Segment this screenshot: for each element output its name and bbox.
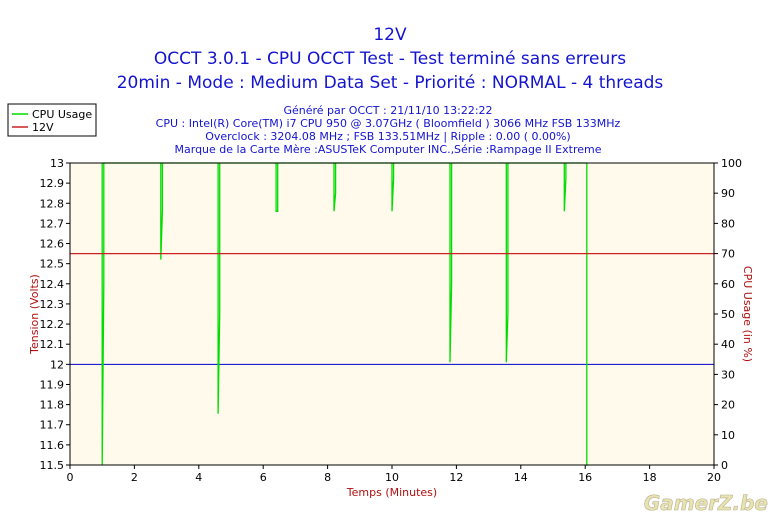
y-left-tick-label: 12.1: [40, 338, 65, 351]
y-left-tick-label: 11.9: [40, 378, 65, 391]
y-left-tick-label: 12.8: [40, 197, 65, 210]
y-right-tick-label: 70: [721, 248, 735, 261]
y-left-tick-label: 12.2: [40, 318, 65, 331]
y-right-tick-label: 50: [721, 308, 735, 321]
y-right-tick-label: 20: [721, 399, 735, 412]
y-left-tick-label: 12: [50, 358, 64, 371]
y-left-tick-label: 12.4: [40, 278, 65, 291]
x-tick-label: 12: [449, 471, 463, 484]
x-tick-label: 14: [514, 471, 528, 484]
x-tick-label: 6: [260, 471, 267, 484]
y-right-tick-label: 40: [721, 338, 735, 351]
ticks-layer: 0 2 4 6 8 10 12 14 16 18 20 11.5 11.6 11.7 11.8 11.9 12 1…: [40, 157, 743, 484]
y-right-tick-label: 60: [721, 278, 735, 291]
y-axis-right-label: CPU Usage (in %): [741, 266, 754, 362]
y-left-tick-label: 12.6: [40, 238, 65, 251]
y-left-tick-label: 13: [50, 157, 64, 170]
y-left-tick-label: 12.9: [40, 177, 65, 190]
legend-label-cpu-usage: CPU Usage: [32, 108, 92, 121]
legend-label-12v: 12V: [32, 121, 54, 134]
info-line-generated: Généré par OCCT : 21/11/10 13:22:22: [283, 104, 492, 117]
x-tick-label: 4: [195, 471, 202, 484]
y-left-tick-label: 11.5: [40, 459, 65, 472]
y-right-tick-label: 10: [721, 429, 735, 442]
x-tick-label: 10: [385, 471, 399, 484]
chart-subtitle-test: OCCT 3.0.1 - CPU OCCT Test - Test termin…: [154, 49, 626, 69]
info-line-motherboard: Marque de la Carte Mère :ASUSTeK Compute…: [175, 143, 602, 156]
watermark-logo: GamerZ.be: [644, 491, 768, 515]
y-right-tick-label: 90: [721, 187, 735, 200]
y-right-tick-label: 30: [721, 368, 735, 381]
info-line-overclock: Overclock : 3204.08 MHz ; FSB 133.51MHz …: [205, 130, 570, 143]
x-tick-label: 16: [578, 471, 592, 484]
info-block: Généré par OCCT : 21/11/10 13:22:22 CPU …: [156, 104, 621, 156]
y-left-tick-label: 12.7: [40, 217, 65, 230]
legend-box: [7, 103, 97, 137]
info-line-cpu: CPU : Intel(R) Core(TM) i7 CPU 950 @ 3.0…: [156, 117, 621, 130]
y-left-tick-label: 12.5: [40, 258, 65, 271]
x-tick-label: 0: [67, 471, 74, 484]
y-left-tick-label: 11.7: [40, 419, 65, 432]
y-right-tick-label: 80: [721, 217, 735, 230]
y-left-tick-label: 11.8: [40, 399, 65, 412]
y-left-tick-label: 11.6: [40, 439, 65, 452]
y-left-tick-label: 12.3: [40, 298, 65, 311]
x-tick-label: 2: [131, 471, 138, 484]
x-tick-label: 18: [643, 471, 657, 484]
x-tick-label: 8: [324, 471, 331, 484]
chart-title: 12V: [373, 25, 407, 45]
x-axis-label: Temps (Minutes): [346, 486, 437, 499]
y-right-tick-label: 0: [721, 459, 728, 472]
y-right-tick-label: 100: [721, 157, 742, 170]
legend: CPU Usage 12V: [7, 103, 97, 137]
chart-subtitle-mode: 20min - Mode : Medium Data Set - Priorit…: [117, 73, 664, 93]
x-tick-label: 20: [707, 471, 721, 484]
y-axis-left-label: Tension (Volts): [28, 274, 41, 355]
plot-area: [70, 163, 714, 465]
